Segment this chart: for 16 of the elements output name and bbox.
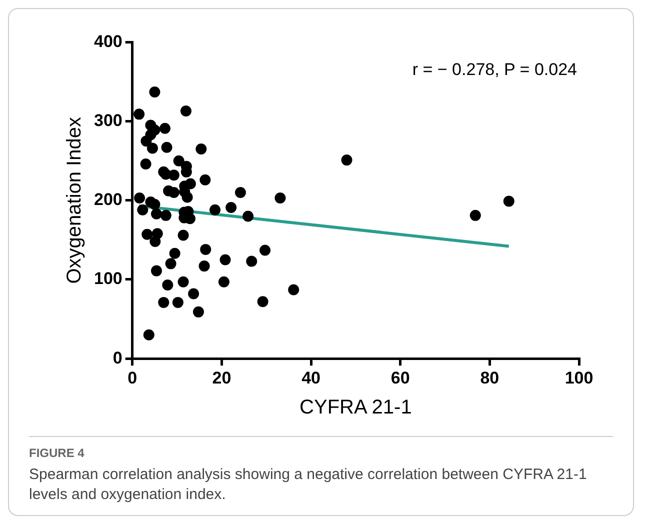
annotation: r = − 0.278, P = 0.024	[412, 60, 577, 79]
y-tick-label: 0	[112, 348, 122, 368]
y-tick-label: 400	[94, 32, 122, 51]
x-axis-title: CYFRA 21-1	[300, 396, 412, 419]
x-tick-label: 40	[302, 368, 320, 388]
text: Spearman correlation analysis showing a negative correlation between CYFRA 21-1 levels and oxygenation index.	[29, 465, 588, 506]
x-tick-label: 60	[390, 368, 410, 388]
y-tick-label: 300	[94, 110, 122, 130]
y-tick-label: 200	[94, 190, 122, 210]
x-tick-label: 100	[564, 368, 594, 388]
y-axis-title: Oxygenation Index	[64, 117, 86, 284]
caption: FIGURE 4	[29, 445, 86, 462]
x-tick-label: 0	[128, 368, 138, 388]
x-tick-label: 80	[480, 368, 500, 388]
y-tick-label: 100	[94, 269, 122, 288]
x-tick-label: 20	[212, 368, 232, 388]
